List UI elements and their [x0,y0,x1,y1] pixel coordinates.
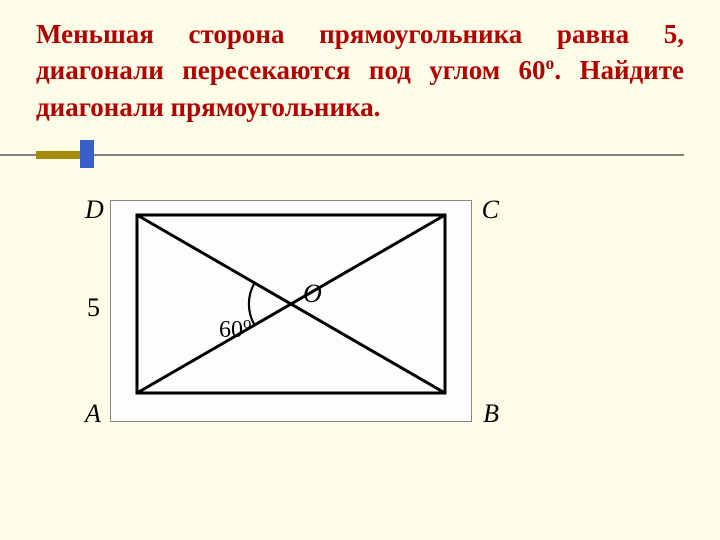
problem-line-2-pre: диагонали пересекаются под углом 60 [36,55,546,85]
problem-line-2-post: . [554,55,561,85]
angle-value-label: 60o [219,313,251,344]
vertex-d-label: D [85,195,104,225]
center-o-label: O [303,279,322,309]
vertex-b-label: B [483,399,499,429]
angle-number: 60 [219,317,243,343]
accent-bar [36,151,84,159]
problem-line-1: Меньшая сторона прямоугольника равна 5, [36,19,684,49]
problem-statement: Меньшая сторона прямоугольника равна 5, … [36,16,684,125]
geometry-figure: D C A B O 5 60o [110,200,472,422]
figure-svg [111,201,471,421]
side-length-label: 5 [87,293,100,323]
horizontal-rule [0,154,684,156]
slide: Меньшая сторона прямоугольника равна 5, … [0,0,720,540]
vertex-c-label: C [482,195,499,225]
angle-degree-symbol: o [243,313,251,332]
accent-square [80,140,94,168]
vertex-a-label: A [85,399,101,429]
degree-sup: о [546,53,555,73]
